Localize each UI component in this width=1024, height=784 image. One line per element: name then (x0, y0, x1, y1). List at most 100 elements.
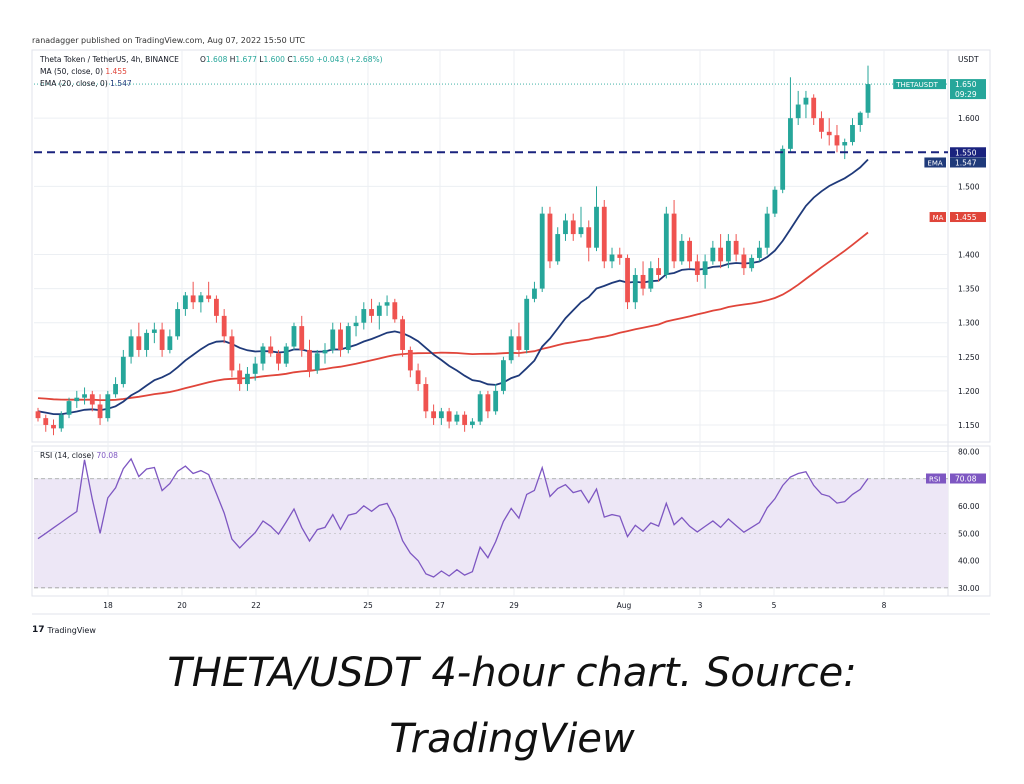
candle-body (120, 356, 126, 385)
candle-body (446, 411, 452, 422)
candle-body (710, 247, 716, 262)
rsi-band (34, 478, 948, 589)
rsi-tick-label: 50.00 (958, 529, 980, 538)
candle-body (625, 257, 630, 303)
candle-body (586, 227, 592, 248)
candle-body (679, 240, 685, 262)
candle-body (74, 397, 80, 402)
candle-body (151, 329, 157, 333)
candle-body (749, 257, 755, 269)
candle-body (105, 394, 111, 419)
ema-path (37, 158, 869, 416)
time-tick-label: 8 (882, 601, 887, 610)
candle-body (345, 326, 351, 350)
price-tick-label: 1.300 (958, 319, 980, 328)
candle-body (578, 227, 584, 235)
time-tick-label: 3 (698, 601, 703, 610)
price-axis-ticks: 1.600 1.500 1.400 1.350 1.300 1.250 1.200 1.150 (958, 114, 980, 430)
price-tick-label: 1.600 (958, 114, 980, 123)
candle-body (547, 213, 553, 262)
candle-body (795, 104, 801, 119)
rsi-path (37, 457, 869, 578)
ma-price-tag-label-box (929, 212, 946, 223)
level-price-tag-box (950, 147, 986, 158)
last-price-tag-label-box (893, 79, 946, 90)
candle-body (788, 118, 793, 149)
candle-body (842, 142, 848, 146)
tradingview-logo-icon: 17 (32, 625, 45, 635)
last-price-tag-value: 1.650 (955, 80, 977, 89)
time-tick-label: 18 (103, 601, 113, 610)
candle-body (82, 394, 87, 398)
currency-label: USDT (958, 55, 979, 64)
candle-body (454, 414, 460, 422)
rsi-tag-box (950, 473, 986, 484)
ema-price-tag-value: 1.547 (955, 158, 977, 167)
ma-price-tag-label: MA (933, 214, 944, 222)
candle-body (493, 390, 499, 412)
candle-body (617, 254, 623, 258)
time-tick-label: 29 (509, 601, 519, 610)
candle-body (609, 254, 615, 262)
ma-50-line (37, 231, 869, 401)
last-price-tag-time: 09:29 (955, 90, 977, 99)
level-price-tag-value: 1.550 (955, 148, 977, 157)
tradingview-logo[interactable]: 17 TradingView (32, 625, 96, 635)
time-tick-label: 25 (363, 601, 373, 610)
candle-body (66, 401, 72, 415)
candle-body (850, 124, 855, 143)
ema-price-tag-label-box (924, 157, 946, 168)
candle-body (532, 288, 537, 299)
candle-body (648, 268, 654, 289)
candle-body (97, 404, 103, 419)
candle-body (469, 421, 475, 425)
candle-body (865, 84, 871, 113)
candle-body (570, 220, 576, 235)
price-tick-label: 1.400 (958, 251, 980, 260)
candle-body (198, 295, 204, 303)
price-tick-label: 1.500 (958, 182, 980, 191)
candle-body (291, 326, 297, 347)
candle-body (252, 363, 258, 374)
candle-body (144, 332, 150, 350)
candle-body (384, 302, 390, 306)
tradingview-chart[interactable]: 1.600 1.500 1.400 1.350 1.300 1.250 1.200 1.150… (0, 0, 1024, 640)
time-axis-ticks: 18 20 22 25 27 29 Aug 3 5 8 (103, 601, 886, 610)
caption-line-2: TradingView (389, 716, 635, 762)
candle-body (601, 206, 607, 262)
candle-body (307, 349, 312, 371)
candle-body (237, 370, 243, 385)
candle-body (43, 418, 49, 425)
candle-body (555, 234, 561, 262)
ma-price-tag-box (950, 212, 986, 223)
candle-body (826, 131, 832, 136)
rsi-tag-label-box (926, 473, 946, 484)
candle-body (857, 112, 863, 125)
candle-body (594, 206, 599, 248)
candle-body (229, 336, 235, 371)
rsi-legend: RSI (14, close) 70.08 (40, 451, 118, 460)
rsi-tick-label: 60.00 (958, 502, 980, 511)
rsi-tick-label: 40.00 (958, 557, 980, 566)
candle-body (756, 247, 762, 258)
last-price-tag-label: THETAUSDT (895, 81, 938, 89)
candle-body (159, 329, 165, 350)
time-tick-label: 22 (251, 601, 261, 610)
candle-body (330, 329, 336, 350)
candle-body (58, 414, 64, 429)
candle-body (741, 254, 747, 269)
ma-path (37, 231, 869, 401)
rsi-tag-value: 70.08 (955, 475, 977, 484)
ema-price-tag-label: EMA (927, 159, 942, 167)
time-tick-label: 5 (772, 601, 777, 610)
tradingview-logo-text: TradingView (47, 625, 96, 635)
candle-body (361, 309, 367, 323)
candle-body (299, 326, 305, 350)
candle-body (376, 305, 382, 316)
price-tick-label: 1.350 (958, 285, 980, 294)
candle-body (322, 349, 328, 354)
candle-body (136, 336, 142, 350)
ema-legend: EMA (20, close, 0) 1.547 (40, 79, 132, 88)
rsi-tick-label: 80.00 (958, 447, 980, 456)
candle-body (501, 360, 506, 391)
